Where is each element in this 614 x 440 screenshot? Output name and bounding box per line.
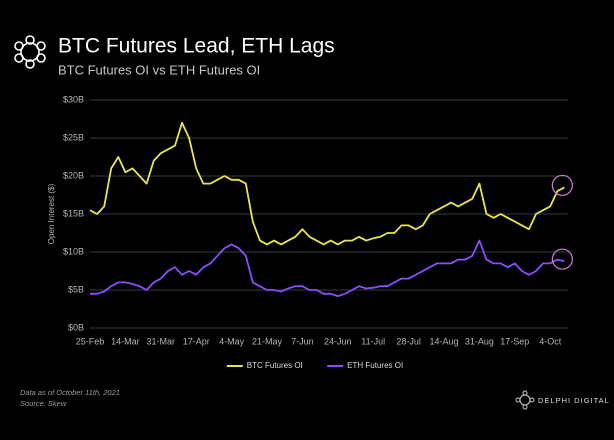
y-tick-label: $10B <box>63 246 84 256</box>
y-tick-label: $20B <box>63 170 84 180</box>
legend-label: BTC Futures OI <box>247 361 303 370</box>
x-tick-label: 31-Aug <box>465 336 494 346</box>
x-tick-label: 28-Jul <box>396 336 421 346</box>
x-tick-label: 7-Jun <box>291 336 314 346</box>
x-tick-label: 17-Sep <box>500 336 529 346</box>
logo <box>14 35 46 69</box>
x-tick-label: 11-Jul <box>361 336 385 346</box>
brand: DELPHI DIGITAL <box>538 396 610 405</box>
y-tick-label: $0B <box>68 322 84 332</box>
series-line <box>89 121 565 246</box>
y-tick-label: $30B <box>63 94 84 104</box>
x-tick-label: 31-Mar <box>147 336 176 346</box>
source: Source: Skew <box>20 399 67 408</box>
x-tick-label: 4-Oct <box>539 336 562 346</box>
y-tick-label: $15B <box>63 208 84 218</box>
legend-label: ETH Futures OI <box>347 361 403 370</box>
x-tick-label: 14-Aug <box>429 336 458 346</box>
x-tick-label: 24-Jun <box>324 336 352 346</box>
annotation-circle <box>551 174 574 197</box>
x-tick-label: 17-Apr <box>183 336 210 346</box>
x-tick-label: 14-Mar <box>111 336 140 346</box>
x-tick-label: 4-May <box>219 336 245 346</box>
y-tick-label: $25B <box>63 132 84 142</box>
brand-logo <box>515 390 535 410</box>
footnote: Data as of October 11th, 2021 <box>20 388 120 397</box>
chart-title: BTC Futures Lead, ETH Lags <box>58 35 335 58</box>
y-tick-label: $5B <box>68 284 84 294</box>
annotation-circle <box>551 248 574 270</box>
x-tick-label: 21-May <box>252 336 283 346</box>
x-tick-label: 25-Feb <box>76 336 105 346</box>
series-line <box>90 239 565 297</box>
chart-subtitle: BTC Futures OI vs ETH Futures OI <box>58 62 260 77</box>
y-axis-label: Open Interest ($) <box>47 183 56 244</box>
